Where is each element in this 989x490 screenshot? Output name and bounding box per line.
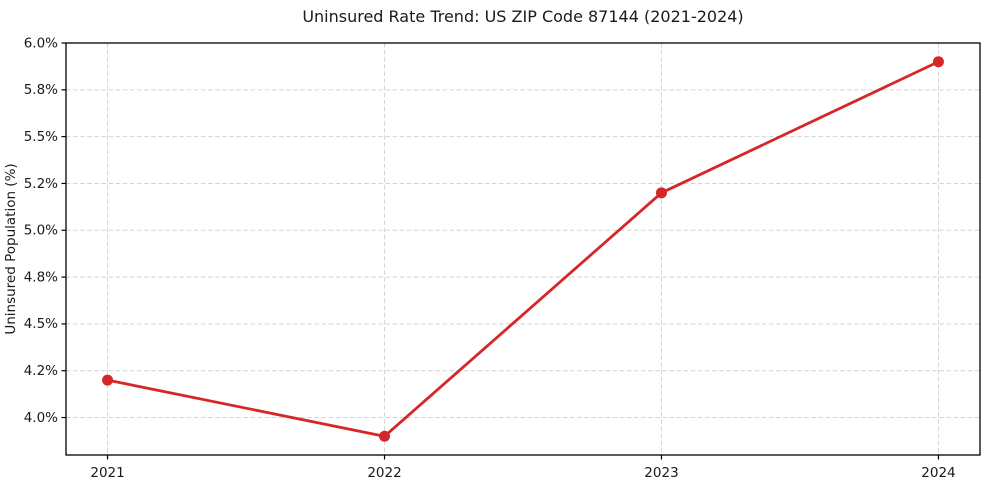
axis-layer: 4.0% 4.2% 4.5% 4.8% 5.0% 5.2% 5.5% 5.8% 6.0% 2021… [24, 35, 981, 481]
data-point [655, 187, 667, 199]
x-tick-label: 2024 [921, 465, 955, 481]
data-point [379, 430, 391, 442]
y-tick-label: 6.0% [24, 35, 58, 51]
y-tick-label: 5.0% [24, 223, 58, 239]
y-tick-label: 5.5% [24, 129, 58, 145]
y-tick-label: 4.8% [24, 269, 58, 285]
plot-border [65, 42, 981, 456]
y-tick-label: 5.2% [24, 176, 58, 192]
x-tick-label: 2021 [90, 465, 124, 481]
trend-line [106, 60, 940, 438]
chart-title: Uninsured Rate Trend: US ZIP Code 87144 … [302, 7, 743, 26]
series-layer [102, 56, 944, 442]
y-tick-label: 4.0% [24, 410, 58, 426]
y-axis-label: Uninsured Population (%) [3, 163, 19, 334]
y-tick-label: 5.8% [24, 82, 58, 98]
data-point [932, 56, 944, 68]
y-tick-label: 4.5% [24, 316, 58, 332]
grid-layer [66, 42, 980, 455]
y-tick-label: 4.2% [24, 363, 58, 379]
x-tick-label: 2023 [644, 465, 678, 481]
data-point [102, 374, 114, 386]
x-tick-label: 2022 [367, 465, 401, 481]
